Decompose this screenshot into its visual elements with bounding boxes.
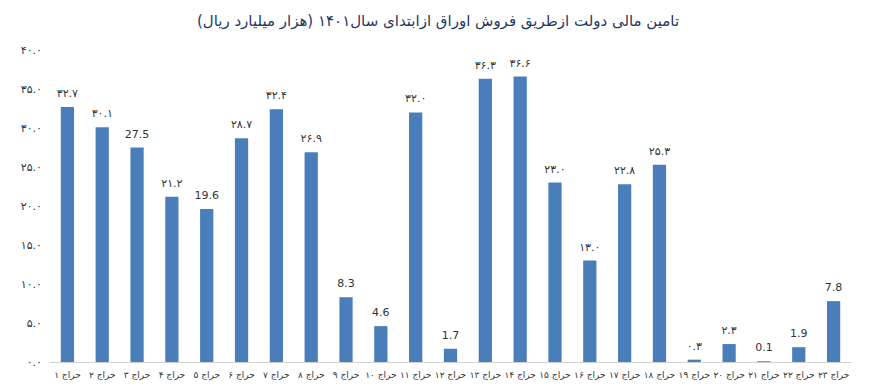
svg-text:حراج ۶: حراج ۶ <box>228 370 255 380</box>
svg-text:۲۶.۹: ۲۶.۹ <box>301 132 322 145</box>
svg-text:تامین مالی دولت ازطریق فروش او: تامین مالی دولت ازطریق فروش اوراق ازابتد… <box>197 12 679 30</box>
svg-text:۳۰.۰: ۳۰.۰ <box>21 122 42 135</box>
svg-text:۰.۰: ۰.۰ <box>27 356 42 369</box>
svg-text:1.9: 1.9 <box>790 327 808 340</box>
svg-text:۲.۳: ۲.۳ <box>721 324 736 337</box>
svg-text:7.8: 7.8 <box>825 281 843 294</box>
svg-text:حراج ۲: حراج ۲ <box>89 370 116 380</box>
svg-text:19.6: 19.6 <box>194 189 219 202</box>
svg-text:27.5: 27.5 <box>125 128 150 141</box>
svg-text:۲۸.۷: ۲۸.۷ <box>231 118 252 131</box>
svg-text:۳۲.۷: ۳۲.۷ <box>57 87 78 100</box>
svg-text:۲۲.۸: ۲۲.۸ <box>614 164 635 177</box>
svg-text:۲۰.۰: ۲۰.۰ <box>21 200 42 213</box>
svg-text:8.3: 8.3 <box>337 277 355 290</box>
svg-text:۳۵.۰: ۳۵.۰ <box>21 83 42 96</box>
svg-text:حراج ۱۶: حراج ۱۶ <box>574 370 605 380</box>
svg-text:حراج ۸: حراج ۸ <box>298 370 325 380</box>
svg-text:۲۵.۳: ۲۵.۳ <box>649 145 670 158</box>
svg-text:حراج ۲۳: حراج ۲۳ <box>818 370 849 380</box>
svg-text:۲۱.۲: ۲۱.۲ <box>161 177 182 190</box>
svg-text:۵.۰: ۵.۰ <box>27 317 42 330</box>
svg-text:حراج ۳: حراج ۳ <box>124 370 151 380</box>
svg-text:حراج ۱۷: حراج ۱۷ <box>609 370 640 380</box>
svg-text:حراج ۴: حراج ۴ <box>159 370 186 380</box>
svg-text:۳۲.۰: ۳۲.۰ <box>405 92 426 105</box>
svg-text:۲۳.۰: ۲۳.۰ <box>544 163 565 176</box>
svg-text:حراج ۱۵: حراج ۱۵ <box>539 370 570 380</box>
svg-text:4.6: 4.6 <box>372 306 390 319</box>
svg-text:حراج ۹: حراج ۹ <box>333 370 360 380</box>
svg-text:۳۶.۶: ۳۶.۶ <box>510 57 531 70</box>
svg-text:حراج ۱۴: حراج ۱۴ <box>504 370 535 380</box>
svg-text:حراج ۲۲: حراج ۲۲ <box>783 370 814 380</box>
svg-text:حراج ۵: حراج ۵ <box>193 370 220 380</box>
svg-text:۲۵.۰: ۲۵.۰ <box>21 161 42 174</box>
svg-text:حراج ۱۱: حراج ۱۱ <box>400 370 431 380</box>
svg-text:۳۲.۴: ۳۲.۴ <box>266 89 287 102</box>
svg-text:۱۰.۰: ۱۰.۰ <box>21 278 42 291</box>
svg-text:۱۳.۰: ۱۳.۰ <box>579 241 600 254</box>
svg-text:1.7: 1.7 <box>442 329 460 342</box>
svg-text:0.1: 0.1 <box>755 341 773 354</box>
svg-text:۳۶.۳: ۳۶.۳ <box>475 59 496 72</box>
svg-text:۳۰.۱: ۳۰.۱ <box>92 107 113 120</box>
svg-text:۴۰.۰: ۴۰.۰ <box>21 44 42 57</box>
svg-text:حراج ۱۳: حراج ۱۳ <box>470 370 501 380</box>
svg-text:حراج ۱۹: حراج ۱۹ <box>679 370 710 380</box>
svg-text:حراج ۲۰: حراج ۲۰ <box>713 370 744 380</box>
svg-text:۰.۳: ۰.۳ <box>687 340 702 353</box>
svg-text:حراج ۱۲: حراج ۱۲ <box>435 370 466 380</box>
svg-text:حراج ۷: حراج ۷ <box>263 370 290 380</box>
svg-text:حراج ۲۱: حراج ۲۱ <box>748 370 779 380</box>
svg-text:حراج ۱۰: حراج ۱۰ <box>365 370 396 380</box>
svg-text:حراج ۱۸: حراج ۱۸ <box>644 370 675 380</box>
svg-text:حراج ۱: حراج ۱ <box>54 370 81 380</box>
svg-text:۱۵.۰: ۱۵.۰ <box>21 239 42 252</box>
